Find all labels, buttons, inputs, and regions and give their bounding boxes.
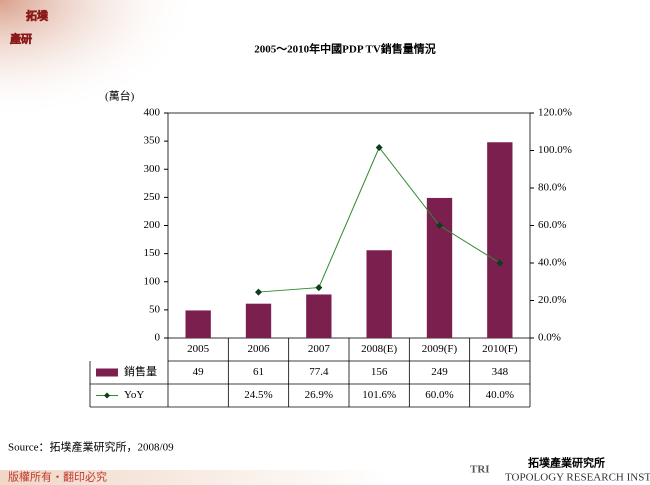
- bar: [426, 197, 453, 338]
- chart-title: 2005～2010年中國PDP TV銷售量情況: [254, 42, 436, 56]
- y2-tick-label: 80.0%: [538, 182, 566, 194]
- line-marker: [315, 284, 323, 292]
- line-marker: [255, 288, 262, 296]
- y2-tick-label: 40.0%: [538, 257, 566, 269]
- x-tick-label: 2010(F): [482, 343, 518, 355]
- x-tick-label: 2007: [308, 343, 331, 355]
- bar: [306, 294, 332, 338]
- plot-area: [167, 112, 531, 339]
- legend-label: 銷售量: [124, 364, 157, 378]
- bar: [185, 310, 211, 338]
- y2-tick-label: 100.0%: [538, 144, 572, 156]
- table-value: 24.5%: [244, 389, 272, 401]
- line-marker: [436, 222, 443, 229]
- rights: 版權所有・翻印必究: [8, 470, 107, 484]
- y2-tick-label: 20.0%: [538, 294, 566, 306]
- logo-text: 產研: [9, 32, 32, 46]
- table-value: 348: [492, 366, 509, 378]
- brand: TRI: [470, 464, 490, 476]
- y-tick-label: 300: [144, 163, 161, 175]
- legend-swatch: [96, 368, 118, 377]
- bar: [487, 142, 513, 338]
- y-tick-label: 50: [149, 303, 161, 315]
- footer-bar: [0, 470, 650, 485]
- bar: [245, 303, 272, 338]
- y-tick-label: 100: [144, 275, 161, 287]
- bar: [366, 250, 392, 338]
- y-tick-label: 350: [144, 135, 161, 147]
- y-tick-label: 150: [144, 247, 161, 259]
- y-tick-label: 400: [144, 107, 161, 119]
- y-axis-label: (萬台): [105, 89, 135, 103]
- y2-tick-label: 120.0%: [538, 107, 572, 119]
- line-marker: [496, 259, 504, 267]
- table-value: 60.0%: [425, 389, 453, 401]
- legend-marker: [104, 392, 110, 399]
- table-value: 101.6%: [362, 389, 396, 401]
- x-tick-label: 2005: [187, 343, 210, 355]
- y2-tick-label: 0.0%: [538, 332, 561, 344]
- x-tick-label: 2008(E): [361, 343, 397, 355]
- table-value: 156: [371, 366, 388, 378]
- x-tick-label: 2009(F): [422, 343, 458, 355]
- table-value: 61: [253, 366, 264, 378]
- legend-label: YoY: [124, 389, 144, 401]
- corner-decoration: [0, 0, 200, 120]
- table-value: 77.4: [309, 366, 329, 378]
- x-tick-label: 2006: [248, 343, 271, 355]
- table-value: 49: [193, 366, 205, 378]
- table-value: 40.0%: [486, 389, 514, 401]
- org-name: 拓墣產業研究所: [528, 456, 605, 470]
- table-value: 26.9%: [305, 389, 333, 401]
- org-en: TOPOLOGY RESEARCH INSTITUTE: [505, 472, 650, 484]
- table-value: 249: [431, 366, 448, 378]
- y-tick-label: 250: [144, 191, 161, 203]
- y2-tick-label: 60.0%: [538, 219, 566, 231]
- logo-text: 拓墣: [26, 9, 48, 23]
- line-marker: [375, 144, 383, 151]
- source: Source：拓墣產業研究所，2008/09: [8, 440, 174, 454]
- y-tick-label: 200: [144, 219, 161, 231]
- y-tick-label: 0: [155, 332, 161, 344]
